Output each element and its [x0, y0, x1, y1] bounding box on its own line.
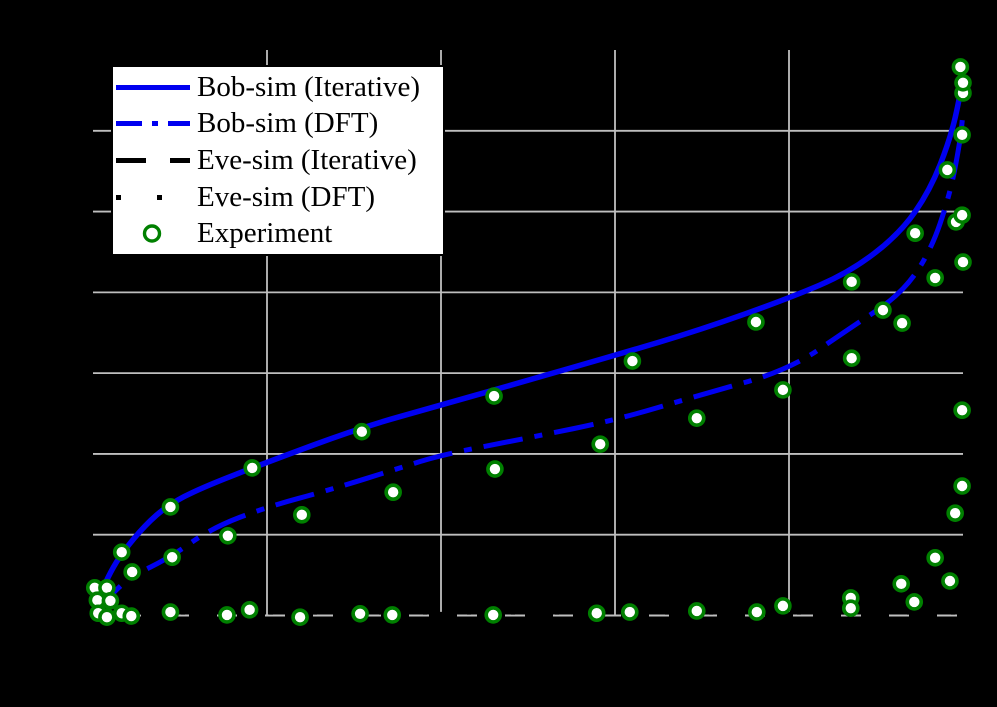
legend-item-label: Experiment	[197, 217, 333, 250]
series-bob-sim-dft-line	[91, 111, 966, 617]
legend-sample-dash-dot-line	[116, 121, 190, 127]
legend-sample-dashed-line	[116, 157, 190, 163]
legend-sample-solid-line	[116, 84, 190, 90]
legend-item-label: Eve-sim (Iterative)	[197, 143, 417, 176]
legend-item-bob-sim-iterative: Bob-sim (Iterative)	[113, 70, 443, 105]
series-experiment-markers	[85, 58, 972, 626]
legend-item-experiment: Experiment	[113, 216, 443, 251]
open-circle-marker-icon	[142, 224, 162, 243]
legend-item-label: Bob-sim (Iterative)	[197, 70, 421, 103]
legend-sample-dotted-line	[116, 194, 190, 200]
legend-item-label: Bob-sim (DFT)	[197, 107, 379, 140]
legend-item-eve-sim-iterative: Eve-sim (Iterative)	[113, 143, 443, 178]
legend-sample-circle-marker	[142, 224, 162, 243]
legend-item-eve-sim-dft: Eve-sim (DFT)	[113, 180, 443, 215]
legend-item-bob-sim-dft: Bob-sim (DFT)	[113, 106, 443, 141]
legend-item-label: Eve-sim (DFT)	[197, 180, 375, 213]
legend: Bob-sim (Iterative) Bob-sim (DFT) Eve-si…	[111, 65, 445, 256]
